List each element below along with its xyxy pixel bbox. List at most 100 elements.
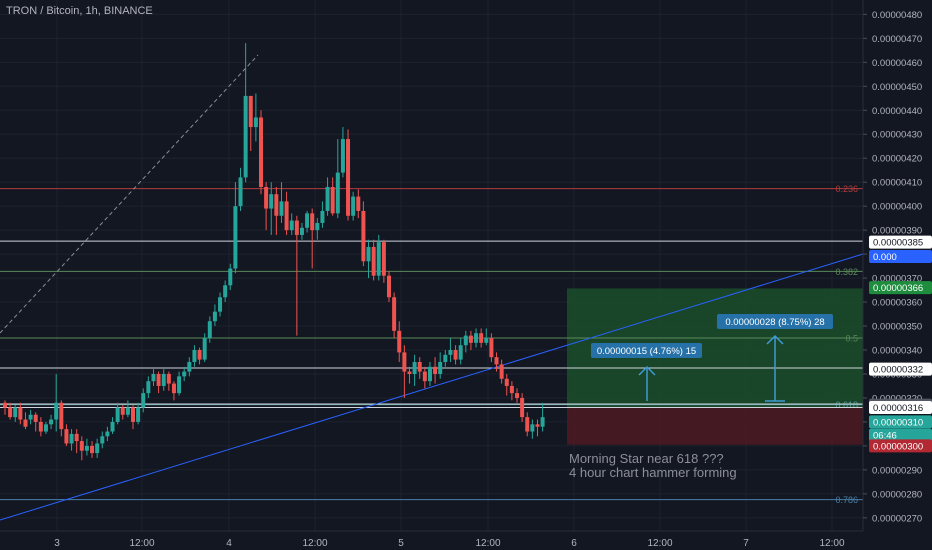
price-label-bg [869, 235, 932, 249]
candle-body [218, 297, 223, 312]
candle-body [259, 117, 263, 187]
candle-body [387, 275, 391, 298]
candle-body [49, 419, 54, 425]
fib-level-label: 0.382 [835, 267, 858, 277]
candle-body [427, 366, 432, 382]
candle-body [90, 445, 95, 454]
candle-body [530, 424, 535, 432]
candle-body [515, 393, 519, 398]
candle-body [468, 335, 473, 343]
candle-body [243, 95, 248, 178]
candle-body [438, 361, 443, 374]
candle-body [535, 424, 540, 427]
candle-body [171, 383, 176, 394]
time-tick-label: 12:00 [129, 538, 154, 549]
candle-body [443, 354, 448, 362]
candle-body [84, 445, 89, 451]
candle-body [115, 407, 120, 422]
chart-header: TRON / Bitcoin, 1h, BINANCE [6, 5, 153, 17]
candle-body [351, 196, 356, 216]
price-label: 0.000 [873, 252, 897, 263]
candle-body [59, 402, 64, 430]
candle-body [453, 350, 458, 360]
candle-body [310, 213, 315, 231]
candles [3, 43, 545, 461]
time-tick-label: 7 [743, 538, 749, 549]
candle-body [187, 361, 192, 372]
time-axis[interactable]: 3 12:00 4 12:00 5 12:00 6 12:00 7 12:00 [0, 530, 863, 549]
candle-body [371, 246, 376, 276]
candle-body [463, 335, 468, 346]
candle-body [23, 419, 28, 427]
measure-arrow-small-head [638, 365, 656, 376]
candle-body [402, 352, 407, 372]
candle-body [330, 186, 335, 214]
candle-body [43, 424, 48, 432]
price-tick-label: 0.00000460 [872, 58, 922, 69]
candle-body [525, 417, 530, 432]
trend-lines [0, 54, 864, 521]
candle-body [8, 407, 13, 418]
price-axis-bg [863, 0, 932, 550]
candle-body [340, 139, 345, 173]
candle-body [284, 201, 289, 231]
price-axis[interactable]: 0.00000480 0.00000470 0.00000460 0.00000450… [862, 0, 932, 550]
time-tick-label: 5 [398, 538, 404, 549]
annotation-text: 4 hour chart hammer forming [569, 465, 737, 480]
candle-body [381, 242, 386, 276]
candle-body [125, 407, 130, 415]
candle-body [299, 227, 304, 235]
candle-body [248, 95, 253, 128]
candle-body [269, 194, 274, 209]
candle-body [151, 373, 156, 382]
candle-body [146, 381, 151, 394]
candle-body [38, 421, 43, 432]
price-tick-label: 0.00000470 [872, 34, 922, 45]
measure-label-large-bg [717, 314, 833, 329]
candle-body [315, 222, 320, 231]
blue-trend-line [0, 253, 864, 521]
price-tick-label: 0.00000270 [872, 513, 922, 524]
candle-body [110, 421, 115, 432]
candle-body [407, 371, 412, 374]
candle-body [484, 338, 489, 343]
candle-body [28, 414, 33, 420]
price-label-bg [869, 439, 932, 453]
price-label: 0.00000366 [873, 283, 923, 294]
candle-body [448, 350, 453, 355]
candle-body [479, 333, 484, 343]
candle-body [212, 311, 217, 322]
candle-body [346, 139, 351, 216]
price-label-bg [869, 250, 932, 264]
time-tick-label: 3 [54, 538, 60, 549]
price-label: 0.00000300 [873, 441, 923, 452]
annotation-text: Morning Star near 618 ??? [569, 451, 724, 466]
candle-body [279, 201, 284, 216]
symbol-name[interactable]: TRON / Bitcoin [6, 5, 80, 17]
candle-body [294, 220, 299, 235]
price-label-bg [869, 415, 932, 429]
price-tick-label: 0.00000360 [872, 298, 922, 309]
candle-body [18, 407, 23, 420]
price-label: 0.00000310 [873, 417, 923, 428]
candle-body [376, 242, 381, 276]
price-tick-label: 0.00000450 [872, 82, 922, 93]
price-label-bg [869, 362, 932, 376]
candle-body [202, 338, 207, 360]
interval[interactable]: 1h [85, 5, 98, 17]
candle-body [274, 194, 279, 216]
annotation: Morning Star near 618 ???4 hour chart ha… [569, 451, 737, 480]
candle-body [417, 361, 422, 372]
price-tick-label: 0.00000350 [872, 322, 922, 333]
candle-body [223, 285, 228, 298]
price-tick-label: 0.00000370 [872, 274, 922, 285]
price-label-bg [869, 428, 932, 442]
measure-label-large: 0.00000028 (8.75%) 28 [725, 317, 824, 328]
candle-body [120, 407, 125, 415]
loss-zone [567, 407, 863, 445]
price-tick-label: 0.00000340 [872, 346, 922, 357]
price-tick-label: 0.00000430 [872, 130, 922, 141]
price-tick-label: 0.00000420 [872, 154, 922, 165]
